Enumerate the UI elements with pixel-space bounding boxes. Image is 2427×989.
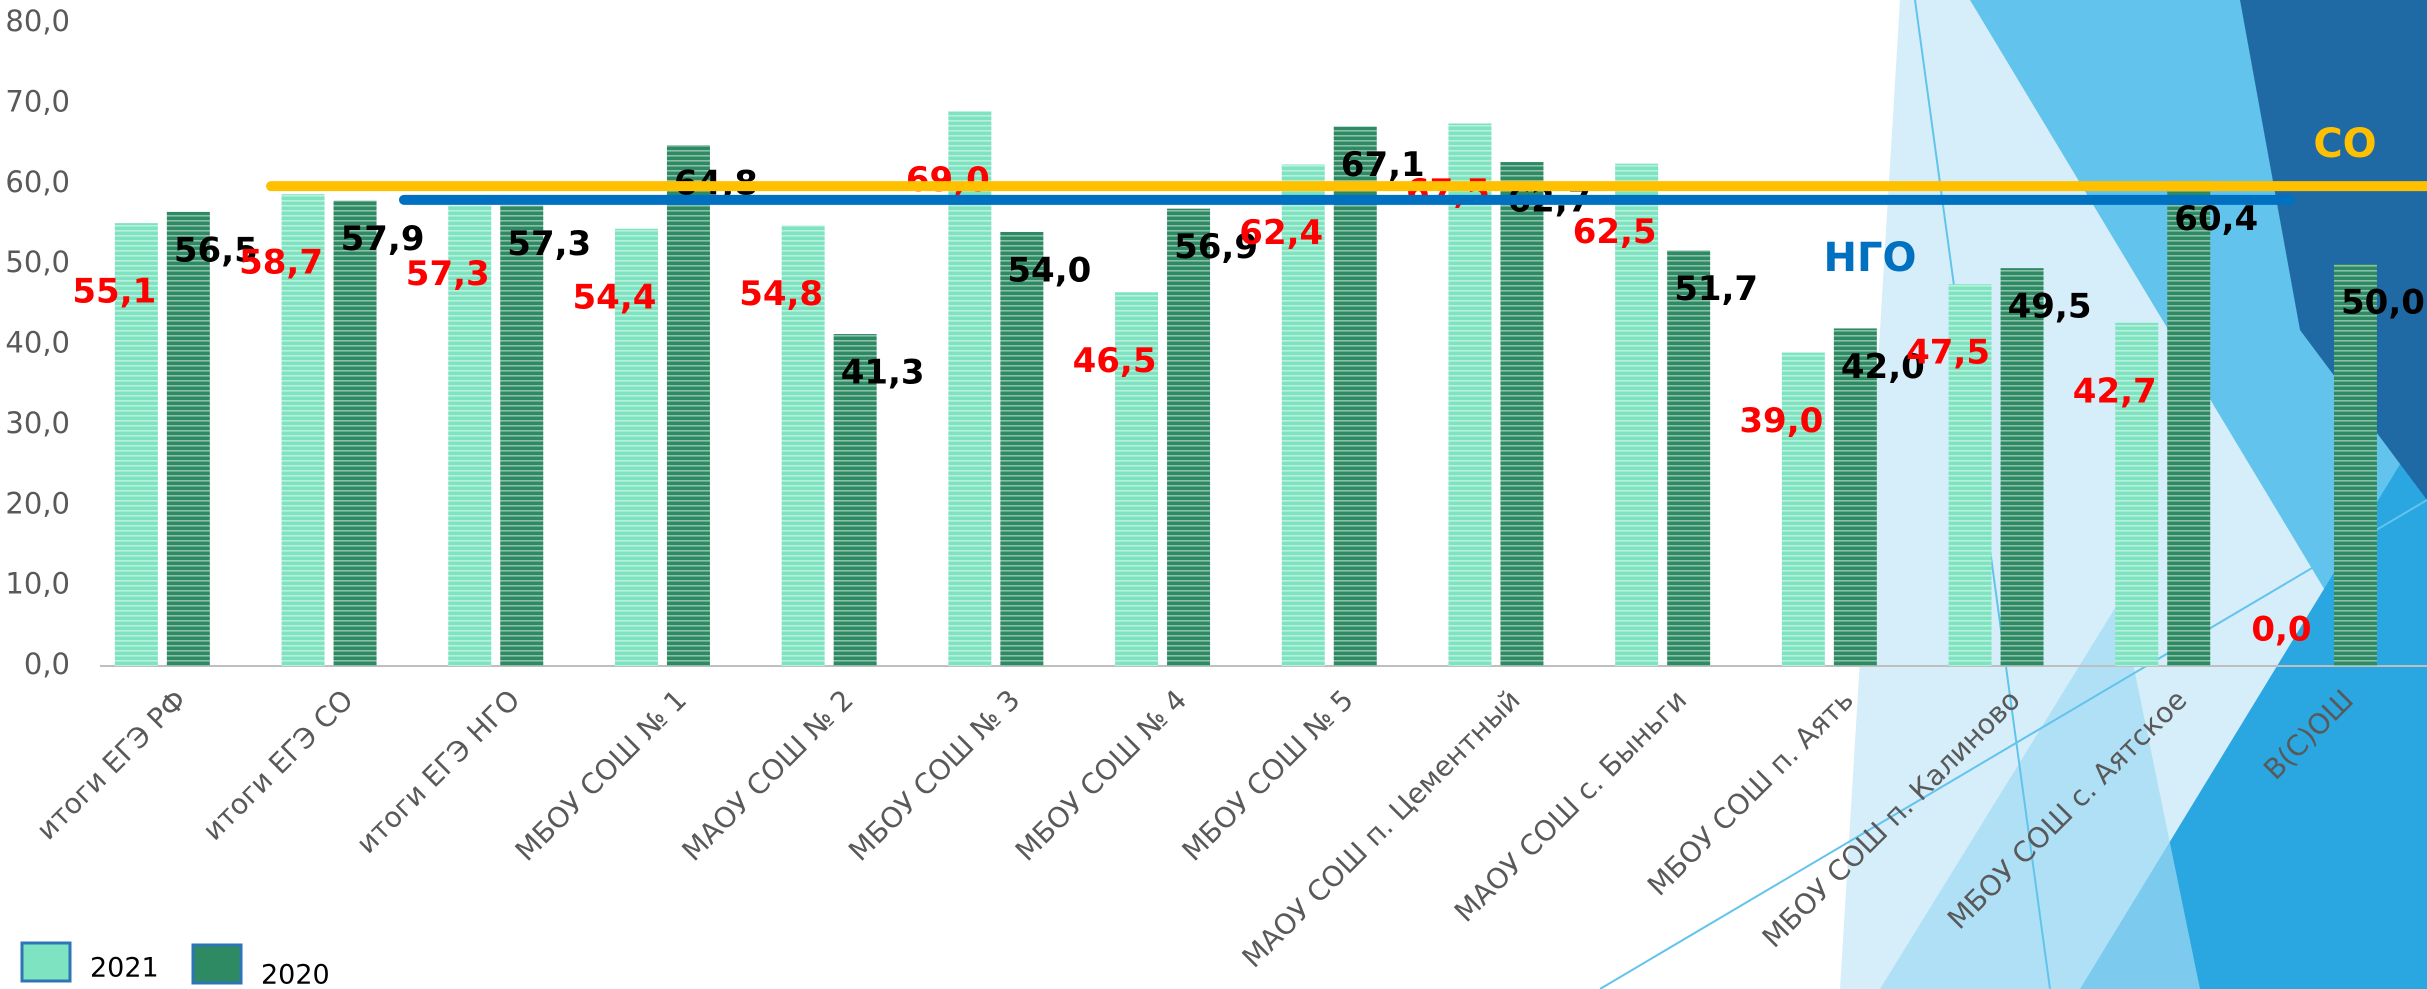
bar [114,223,158,667]
x-tick-label: итоги ЕГЭ РФ [30,683,193,846]
bar [2333,264,2377,666]
legend-swatch [191,943,243,985]
value-label: 56,9 [1174,227,1258,267]
bar [1781,352,1825,666]
bar [1333,126,1377,667]
value-label: 47,5 [1906,333,1990,373]
value-label: 39,0 [1739,401,1823,441]
bar [1833,328,1877,666]
value-label: 57,3 [507,224,591,264]
value-label: 54,8 [739,274,823,314]
bar [166,211,210,666]
value-label: 55,1 [72,272,156,312]
bar [1167,208,1211,666]
legend-swatch [20,941,72,983]
value-label: 69,0 [906,160,990,200]
bar [1615,163,1659,666]
x-tick-label: МАОУ СОШ № 2 [675,683,859,867]
bar [1667,250,1711,666]
y-tick-label: 50,0 [5,245,70,279]
value-label: 54,4 [573,277,657,317]
bar [2167,180,2211,666]
bg-line [1599,499,2427,989]
x-tick-label: МБОУ СОШ № 3 [842,683,1026,867]
value-label: 62,4 [1239,213,1323,253]
y-tick-label: 0,0 [24,647,70,681]
value-label: 42,7 [2073,371,2157,411]
x-tick-label: МАОУ СОШ п. Цементный [1236,683,1527,974]
reference-label: НГО [1824,235,1917,281]
y-tick-label: 10,0 [5,567,70,601]
bar [781,225,825,667]
bar [333,200,377,666]
value-label: 58,7 [239,243,323,283]
x-tick-label: итоги ЕГЭ НГО [350,683,527,860]
x-tick-label: МБОУ СОШ № 1 [509,683,693,867]
value-label: 51,7 [1674,269,1758,309]
x-tick-label: МБОУ СОШ № 4 [1009,683,1193,867]
reference-label: СО [2313,121,2376,167]
value-label: 56,5 [174,230,258,270]
value-label: 50,0 [2341,283,2425,323]
value-label: 49,5 [2008,287,2092,327]
value-label: 67,1 [1341,145,1425,185]
value-label: 60,4 [2174,199,2258,239]
bar [614,228,658,666]
bg-shape [2240,0,2427,500]
legend-label: 2021 [90,953,159,984]
legend-label: 2020 [261,960,330,989]
value-label: 42,0 [1841,347,1925,387]
bar [500,205,544,667]
y-tick-label: 20,0 [5,486,70,520]
value-label: 67,5 [1406,172,1490,212]
bar [833,334,877,666]
value-label: 46,5 [1073,341,1157,381]
bar [281,194,325,667]
value-label: 0,0 [2251,610,2311,650]
y-tick-label: 40,0 [5,326,70,360]
value-label: 54,0 [1007,250,1091,290]
bar [448,205,492,667]
bar [1948,284,1992,666]
y-tick-label: 70,0 [5,84,70,118]
y-tick-label: 80,0 [5,4,70,38]
bg-shape [1880,600,2200,989]
bar [2115,322,2159,666]
y-tick-label: 30,0 [5,406,70,440]
bar [1500,162,1544,666]
x-tick-label: МБОУ СОШ № 5 [1176,683,1360,867]
bar [1000,231,1044,666]
bar [666,145,710,667]
value-label: 62,5 [1573,212,1657,252]
value-label: 41,3 [841,353,925,393]
bar [2000,268,2044,666]
value-label: 57,9 [341,219,425,259]
y-tick-label: 60,0 [5,165,70,199]
bar [1115,292,1159,666]
x-tick-label: итоги ЕГЭ СО [196,683,360,847]
value-label: 57,3 [406,254,490,294]
bar [1281,164,1325,666]
bar [1448,123,1492,666]
